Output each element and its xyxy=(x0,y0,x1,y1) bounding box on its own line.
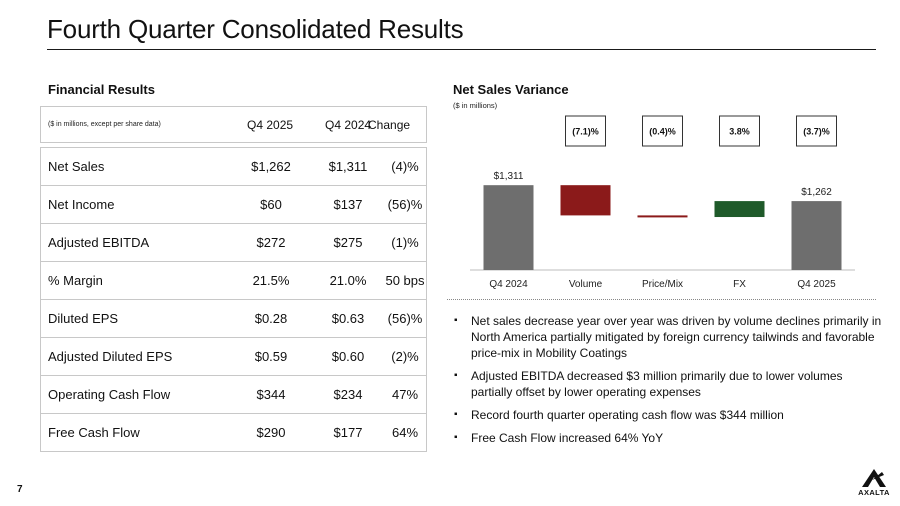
bullet-icon: ▪ xyxy=(454,409,458,420)
data-label: $1,311 xyxy=(494,171,524,182)
row-label: Adjusted EBITDA xyxy=(48,235,150,250)
table-row: Net Income $60 $137 (56)% xyxy=(41,186,426,224)
row-label: Net Sales xyxy=(48,159,105,174)
table-row: % Margin 21.5% 21.0% 50 bps xyxy=(41,262,426,300)
x-tick-label: FX xyxy=(733,279,746,290)
column-header-q4-2025: Q4 2025 xyxy=(247,118,294,132)
cell-q4-2024: $234 xyxy=(333,387,363,402)
cell-change: 47% xyxy=(391,387,419,402)
logo-text: AXALTA xyxy=(858,488,890,497)
cell-q4-2024: $275 xyxy=(333,235,363,250)
cell-q4-2024: $137 xyxy=(333,197,363,212)
pct-change-label: 3.8% xyxy=(729,127,750,137)
pct-change-label: (7.1)% xyxy=(572,127,599,137)
axalta-logo: AXALTA xyxy=(855,468,893,498)
table-row: Diluted EPS $0.28 $0.63 (56)% xyxy=(41,300,426,338)
cell-change: (2)% xyxy=(391,349,419,364)
cell-change: 64% xyxy=(391,425,419,440)
x-tick-label: Price/Mix xyxy=(642,279,683,290)
bullet-text: Adjusted EBITDA decreased $3 million pri… xyxy=(471,369,843,399)
row-label: Diluted EPS xyxy=(48,311,119,326)
cell-q4-2025: 21.5% xyxy=(252,273,290,288)
row-label: Net Income xyxy=(48,197,115,212)
bullet-text: Record fourth quarter operating cash flo… xyxy=(471,408,784,422)
table-header-note: ($ in millions, except per share data) xyxy=(48,121,161,128)
cell-q4-2025: $1,262 xyxy=(251,159,291,174)
bullet-item: ▪ Net sales decrease year over year was d… xyxy=(454,313,884,361)
bullet-item: ▪ Record fourth quarter operating cash fl… xyxy=(454,407,884,423)
table-row: Adjusted Diluted EPS $0.59 $0.60 (2)% xyxy=(41,338,426,376)
pct-box xyxy=(719,115,760,147)
bullet-text: Net sales decrease year over year was dr… xyxy=(471,314,882,360)
table-row: Operating Cash Flow $344 $234 47% xyxy=(41,376,426,414)
table-header: ($ in millions, except per share data) Q… xyxy=(40,106,427,143)
cell-q4-2024: $177 xyxy=(333,425,363,440)
bullet-icon: ▪ xyxy=(454,315,458,326)
cell-q4-2025: $290 xyxy=(256,425,286,440)
cell-q4-2025: $272 xyxy=(256,235,286,250)
table-row: Net Sales $1,262 $1,311 (4)% xyxy=(41,148,426,186)
cell-q4-2025: $60 xyxy=(260,197,282,212)
row-label: Operating Cash Flow xyxy=(48,387,171,402)
bar-volume xyxy=(560,185,611,216)
cell-q4-2025: $344 xyxy=(256,387,286,402)
pct-box xyxy=(565,115,606,147)
bar-price-mix xyxy=(637,215,688,218)
pct-change-label: (0.4)% xyxy=(649,127,676,137)
row-label: % Margin xyxy=(48,273,103,288)
pct-box xyxy=(796,115,837,147)
chart-title: Net Sales Variance xyxy=(453,82,569,97)
bullet-item: ▪ Adjusted EBITDA decreased $3 million pr… xyxy=(454,368,884,400)
cell-q4-2024: $0.60 xyxy=(331,349,365,364)
pct-change-label: (3.7)% xyxy=(803,127,830,137)
column-header-change: Change xyxy=(368,118,411,132)
table-row: Free Cash Flow $290 $177 64% xyxy=(41,414,426,451)
page-title: Fourth Quarter Consolidated Results xyxy=(47,14,464,44)
cell-q4-2024: $1,311 xyxy=(328,159,368,174)
x-tick-label: Volume xyxy=(569,279,603,290)
cell-change: (4)% xyxy=(391,159,419,174)
row-label: Adjusted Diluted EPS xyxy=(48,349,173,364)
cell-q4-2024: 21.0% xyxy=(329,273,367,288)
cell-change: (56)% xyxy=(387,197,423,212)
axalta-logo-icon xyxy=(862,469,886,487)
cell-change: (56)% xyxy=(387,311,423,326)
cell-q4-2024: $0.63 xyxy=(331,311,365,326)
chart-subtitle: ($ in millions) xyxy=(453,101,498,110)
table-body: Net Sales $1,262 $1,311 (4)% Net Income … xyxy=(40,147,427,452)
title-rule xyxy=(47,49,876,50)
cell-q4-2025: $0.28 xyxy=(254,311,288,326)
x-tick-label: Q4 2025 xyxy=(797,279,836,290)
cell-q4-2025: $0.59 xyxy=(254,349,288,364)
column-header-q4-2024: Q4 2024 xyxy=(325,118,372,132)
bullet-text: Free Cash Flow increased 64% YoY xyxy=(471,431,664,445)
data-label: $1,262 xyxy=(801,187,832,198)
cell-change: 50 bps xyxy=(385,273,425,288)
bullet-icon: ▪ xyxy=(454,432,458,443)
table-row: Adjusted EBITDA $272 $275 (1)% xyxy=(41,224,426,262)
bullet-item: ▪ Free Cash Flow increased 64% YoY xyxy=(454,430,884,446)
financial-results-title: Financial Results xyxy=(48,82,155,97)
bar-fx xyxy=(714,201,765,218)
commentary-list: ▪ Net sales decrease year over year was d… xyxy=(454,313,884,453)
page-number: 7 xyxy=(17,484,23,495)
x-tick-label: Q4 2024 xyxy=(489,279,528,290)
pct-box xyxy=(642,115,683,147)
dotted-divider xyxy=(447,299,876,300)
row-label: Free Cash Flow xyxy=(48,425,140,440)
bullet-icon: ▪ xyxy=(454,370,458,381)
bar-q4-2024 xyxy=(483,185,534,270)
cell-change: (1)% xyxy=(391,235,419,250)
bar-q4-2025 xyxy=(791,201,842,270)
